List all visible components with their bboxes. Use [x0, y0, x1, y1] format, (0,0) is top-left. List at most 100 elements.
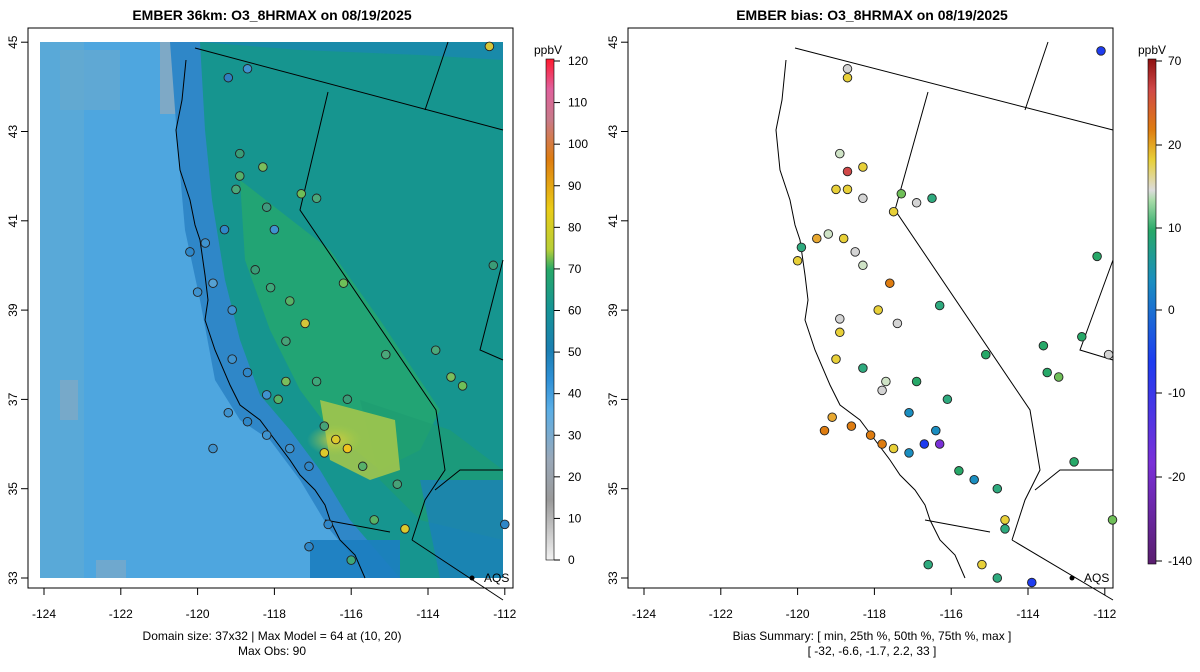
monitor-site-marker: [338, 278, 349, 288]
monitor-site-marker: [931, 425, 941, 436]
monitor-site-marker: [831, 354, 841, 364]
monitor-site-marker: [923, 559, 933, 570]
colorbar-tick-label: 100: [568, 137, 588, 151]
monitor-site-marker: [888, 206, 899, 217]
monitor-site-marker: [919, 439, 930, 449]
y-tick-label: 39: [6, 303, 20, 317]
monitor-site-marker: [850, 247, 860, 257]
y-tick-label: 41: [606, 214, 620, 228]
monitor-site-marker: [1042, 367, 1052, 378]
monitor-site-marker: [430, 345, 441, 355]
monitor-site-marker: [342, 394, 353, 405]
x-tick-label: -114: [1016, 607, 1039, 621]
colorbar-tick-label: 0: [1168, 303, 1175, 317]
monitor-site-marker: [304, 541, 314, 552]
monitor-site-marker: [819, 425, 830, 436]
y-tick-label: 35: [606, 482, 620, 496]
monitor-site-marker: [208, 278, 218, 288]
monitor-site-marker: [296, 189, 307, 199]
monitor-site-marker: [873, 305, 883, 315]
aqs-marker: [469, 575, 475, 581]
monitor-site-marker: [346, 555, 356, 565]
y-tick-label: 43: [606, 125, 620, 139]
left-colorbar: ppbV 0 10 20 30 40 50 60 70 80 90 100 110 120: [534, 43, 588, 567]
monitor-site-marker: [1000, 524, 1010, 534]
y-tick-label: 35: [6, 482, 20, 496]
aqs-legend: AQS: [469, 571, 509, 585]
monitor-site-marker: [858, 162, 868, 172]
monitor-site-marker: [969, 474, 979, 485]
monitor-site-marker: [242, 64, 253, 74]
monitor-site-marker: [269, 224, 280, 235]
monitor-site-marker: [300, 318, 310, 329]
monitor-site-marker: [1096, 46, 1106, 56]
monitor-site-marker: [831, 184, 841, 195]
right-axes: -124 -122 -120 -118 -116 -114 -112 33 35 37 39 41 4…: [606, 27, 1117, 621]
colorbar-ramp: [1147, 58, 1157, 565]
monitor-site-marker: [323, 519, 333, 530]
monitor-site-marker: [242, 416, 253, 427]
x-tick-label: -114: [416, 607, 439, 621]
y-tick-label: 41: [6, 214, 20, 228]
monitor-site-marker: [261, 202, 272, 212]
monitor-site-marker: [1103, 349, 1114, 360]
monitor-site-marker: [812, 233, 822, 244]
monitor-site-marker: [1107, 515, 1118, 525]
monitor-site-marker: [311, 376, 322, 387]
monitor-site-marker: [942, 394, 953, 405]
colorbar-tick-label: 20: [568, 470, 582, 484]
monitor-site-marker: [381, 349, 391, 360]
x-tick-label: -116: [940, 607, 963, 621]
y-tick-label: 43: [6, 125, 20, 139]
monitor-site-marker: [796, 242, 807, 253]
y-tick-label: 45: [6, 35, 20, 49]
monitor-site-marker: [265, 282, 276, 293]
colorbar-tick-label: 60: [568, 304, 582, 318]
monitor-site-marker: [500, 519, 510, 530]
monitor-site-marker: [242, 367, 253, 378]
monitor-site-marker: [1069, 457, 1079, 467]
x-tick-label: -122: [709, 607, 733, 621]
monitor-site-marker: [842, 166, 853, 177]
y-tick-label: 45: [606, 35, 620, 49]
colorbar-tick-label: 10: [1168, 221, 1182, 235]
monitor-site-marker: [927, 193, 937, 204]
monitor-site-marker: [281, 336, 291, 346]
monitor-site-marker: [904, 448, 914, 458]
aqs-label: AQS: [1084, 571, 1109, 585]
boundary-lines: [775, 41, 1114, 601]
colorbar-tick-label: 0: [568, 553, 575, 567]
monitor-site-marker: [219, 224, 230, 235]
colorbar-unit: ppbV: [1138, 43, 1166, 57]
colorbar-tick-label: -20: [1168, 470, 1186, 484]
x-tick-label: -118: [863, 607, 886, 621]
monitor-site-marker: [881, 376, 891, 387]
monitor-site-marker: [842, 184, 853, 195]
monitor-site-marker: [1077, 332, 1087, 342]
monitor-site-marker: [835, 148, 845, 159]
colorbar-ramp: [545, 58, 555, 561]
monitor-site-marker: [835, 314, 845, 324]
monitor-site-marker: [273, 394, 283, 405]
monitor-site-marker: [934, 439, 945, 449]
monitor-site-marker: [896, 189, 907, 199]
x-tick-label: -116: [340, 607, 363, 621]
monitor-site-marker: [319, 448, 330, 458]
monitor-site-marker: [446, 372, 456, 382]
colorbar-tick-label: 20: [1168, 138, 1182, 152]
colorbar-tick-label: 120: [568, 54, 588, 68]
monitor-site-marker: [457, 381, 468, 391]
colorbar-tick-label: 70: [568, 262, 582, 276]
x-tick-label: -112: [493, 607, 516, 621]
monitor-site-marker: [823, 229, 834, 239]
bias-sites: [792, 46, 1118, 588]
aqs-marker: [1069, 575, 1075, 581]
monitor-site-marker: [400, 524, 410, 534]
colorbar-tick-label: 110: [568, 96, 587, 110]
monitor-site-marker: [250, 265, 260, 275]
monitor-site-marker: [331, 434, 341, 445]
monitor-site-marker: [858, 260, 868, 271]
monitor-site-marker: [992, 483, 1003, 494]
y-tick-label: 37: [6, 392, 20, 406]
